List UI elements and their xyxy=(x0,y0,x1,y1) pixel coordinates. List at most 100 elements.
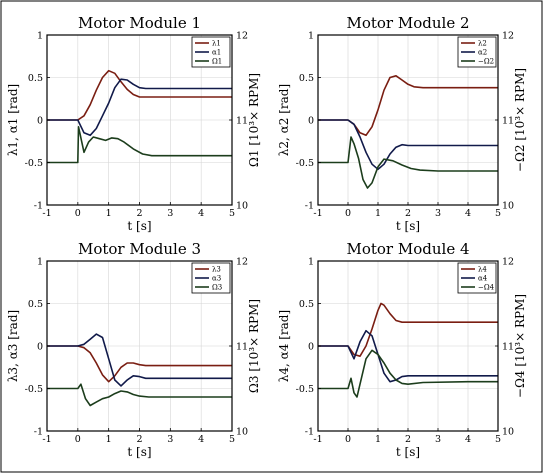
y-right-tick-label: 11 xyxy=(236,342,248,353)
y-right-tick-label: 12 xyxy=(502,31,514,42)
y-right-axis-label: −Ω2 [10³× RPM] xyxy=(513,68,527,172)
legend-entry: α4 xyxy=(478,275,488,283)
x-axis-label: t [s] xyxy=(127,445,151,459)
x-tick-label: 0 xyxy=(75,434,81,445)
chart-title: Motor Module 2 xyxy=(346,14,469,32)
x-tick-label: 5 xyxy=(229,208,235,219)
y-left-tick-label: -0.5 xyxy=(296,158,314,169)
y-left-tick-label: -0.5 xyxy=(25,384,43,395)
y-left-tick-label: 1 xyxy=(37,257,43,268)
legend-entry: α3 xyxy=(212,275,221,283)
legend-entry: −Ω2 xyxy=(478,58,494,66)
legend-entry: −Ω4 xyxy=(478,284,495,292)
x-tick-label: 3 xyxy=(167,434,173,445)
x-tick-label: 2 xyxy=(136,208,142,219)
y-left-axis-label: λ2, α2 [rad] xyxy=(277,84,291,156)
y-left-tick-label: 0.5 xyxy=(28,299,43,310)
x-tick-label: 5 xyxy=(495,434,501,445)
y-left-tick-label: -1 xyxy=(34,427,43,438)
series-line-3 xyxy=(318,349,498,398)
x-tick-label: 0 xyxy=(345,208,351,219)
y-left-axis-label: λ3, α3 [rad] xyxy=(6,310,20,382)
y-right-tick-label: 11 xyxy=(502,342,514,353)
y-left-tick-label: -1 xyxy=(34,201,43,212)
y-right-tick-label: 10 xyxy=(236,427,248,438)
y-left-axis-label: λ1, α1 [rad] xyxy=(6,84,20,156)
y-right-axis-label: Ω1 [10³× RPM] xyxy=(247,73,261,167)
y-left-tick-label: 0.5 xyxy=(299,299,314,310)
x-tick-label: -1 xyxy=(42,208,51,219)
series-line-1 xyxy=(318,75,498,137)
y-right-tick-label: 10 xyxy=(236,201,248,212)
y-right-tick-label: 12 xyxy=(502,257,514,268)
x-tick-label: 4 xyxy=(465,434,471,445)
y-left-tick-label: -0.5 xyxy=(25,158,43,169)
x-tick-label: 3 xyxy=(167,208,173,219)
x-tick-label: 3 xyxy=(435,208,441,219)
x-tick-label: 1 xyxy=(106,434,112,445)
y-right-tick-label: 11 xyxy=(502,116,514,127)
x-tick-label: 1 xyxy=(106,208,112,219)
x-tick-label: 4 xyxy=(465,208,471,219)
series-line-3 xyxy=(47,126,232,164)
y-left-tick-label: 0 xyxy=(37,116,43,127)
y-left-tick-label: 0 xyxy=(308,116,314,127)
y-right-tick-label: 11 xyxy=(236,116,248,127)
y-right-tick-label: 12 xyxy=(236,31,248,42)
y-right-axis-label: −Ω4 [10³× RPM] xyxy=(513,294,527,398)
y-left-tick-label: 0 xyxy=(37,342,43,353)
x-tick-label: 0 xyxy=(345,434,351,445)
y-left-tick-label: 0 xyxy=(308,342,314,353)
legend-entry: α1 xyxy=(212,49,221,57)
series-line-2 xyxy=(47,333,232,387)
y-left-tick-label: -0.5 xyxy=(296,384,314,395)
series-line-2 xyxy=(47,78,232,137)
x-tick-label: 4 xyxy=(198,434,204,445)
x-tick-label: 3 xyxy=(435,434,441,445)
chart-title: Motor Module 1 xyxy=(78,14,201,32)
x-tick-label: 0 xyxy=(75,208,81,219)
legend-entry: Ω1 xyxy=(212,58,222,66)
legend-entry: λ1 xyxy=(212,40,221,48)
x-tick-label: 2 xyxy=(405,434,411,445)
x-tick-label: 5 xyxy=(495,208,501,219)
legend-entry: Ω3 xyxy=(212,284,222,292)
x-tick-label: 1 xyxy=(375,434,381,445)
y-left-tick-label: 0.5 xyxy=(28,73,43,84)
x-tick-label: -1 xyxy=(313,208,322,219)
x-tick-label: 4 xyxy=(198,208,204,219)
y-left-tick-label: 1 xyxy=(308,31,314,42)
x-tick-label: -1 xyxy=(42,434,51,445)
series-line-2 xyxy=(318,329,498,383)
x-axis-label: t [s] xyxy=(127,219,151,233)
y-right-tick-label: 10 xyxy=(502,427,514,438)
y-left-tick-label: 1 xyxy=(308,257,314,268)
y-right-tick-label: 10 xyxy=(502,201,514,212)
x-tick-label: 5 xyxy=(229,434,235,445)
series-line-1 xyxy=(47,69,232,121)
legend-entry: α2 xyxy=(478,49,487,57)
x-axis-label: t [s] xyxy=(396,219,420,233)
y-left-tick-label: -1 xyxy=(305,427,314,438)
x-tick-label: -1 xyxy=(313,434,322,445)
series-line-3 xyxy=(318,136,498,189)
y-left-tick-label: 1 xyxy=(37,31,43,42)
x-tick-label: 2 xyxy=(405,208,411,219)
x-tick-label: 2 xyxy=(136,434,142,445)
series-line-2 xyxy=(318,119,498,171)
y-right-axis-label: Ω3 [10³× RPM] xyxy=(247,299,261,393)
y-left-tick-label: 0.5 xyxy=(299,73,314,84)
legend-entry: λ2 xyxy=(478,40,487,48)
y-left-axis-label: λ4, α4 [rad] xyxy=(277,310,291,382)
series-line-1 xyxy=(318,302,498,358)
chart-title: Motor Module 4 xyxy=(346,240,469,258)
